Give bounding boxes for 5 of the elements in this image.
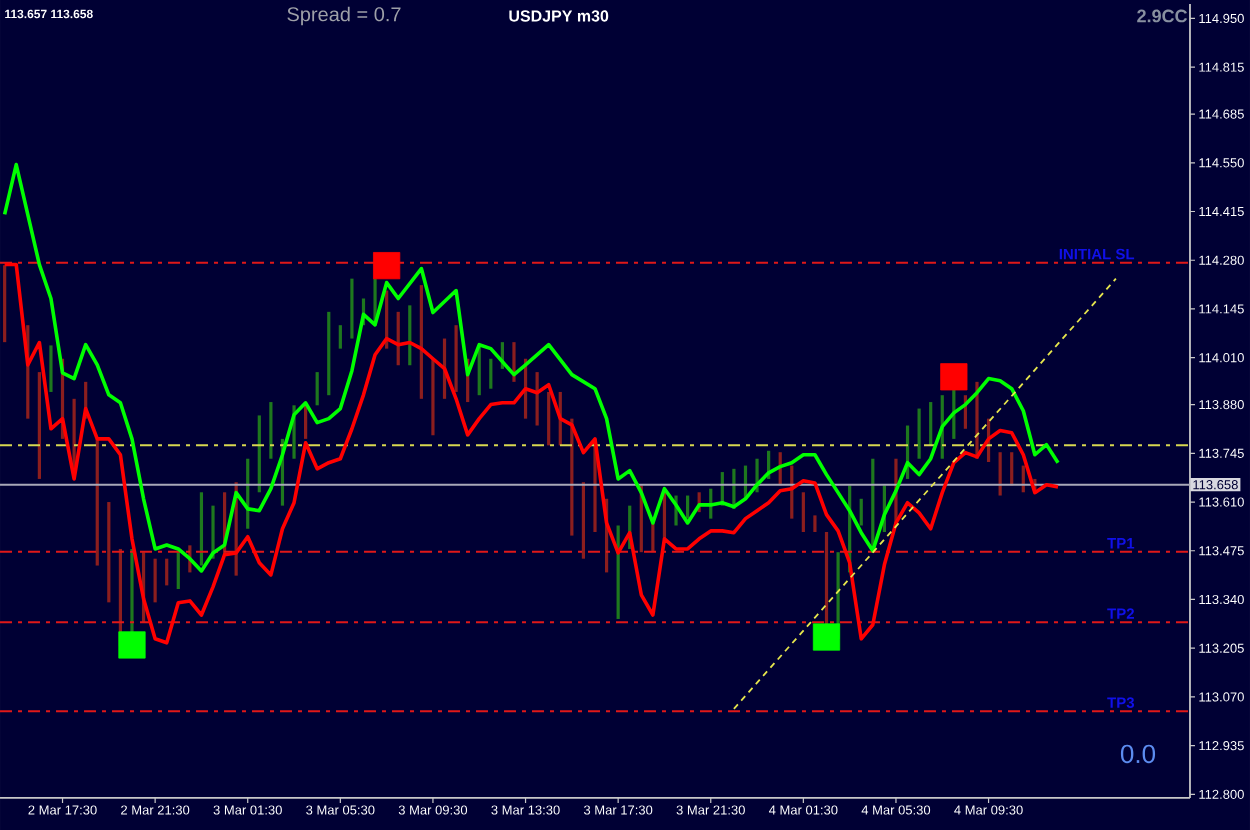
annotation: 0.0: [1120, 744, 1156, 764]
annotation: 2.9CC: [1137, 9, 1188, 23]
line-series: [2, 262, 1060, 645]
annotation: Spread = 0.7: [287, 6, 401, 26]
chart-title: USDJPY m30: [509, 10, 609, 22]
